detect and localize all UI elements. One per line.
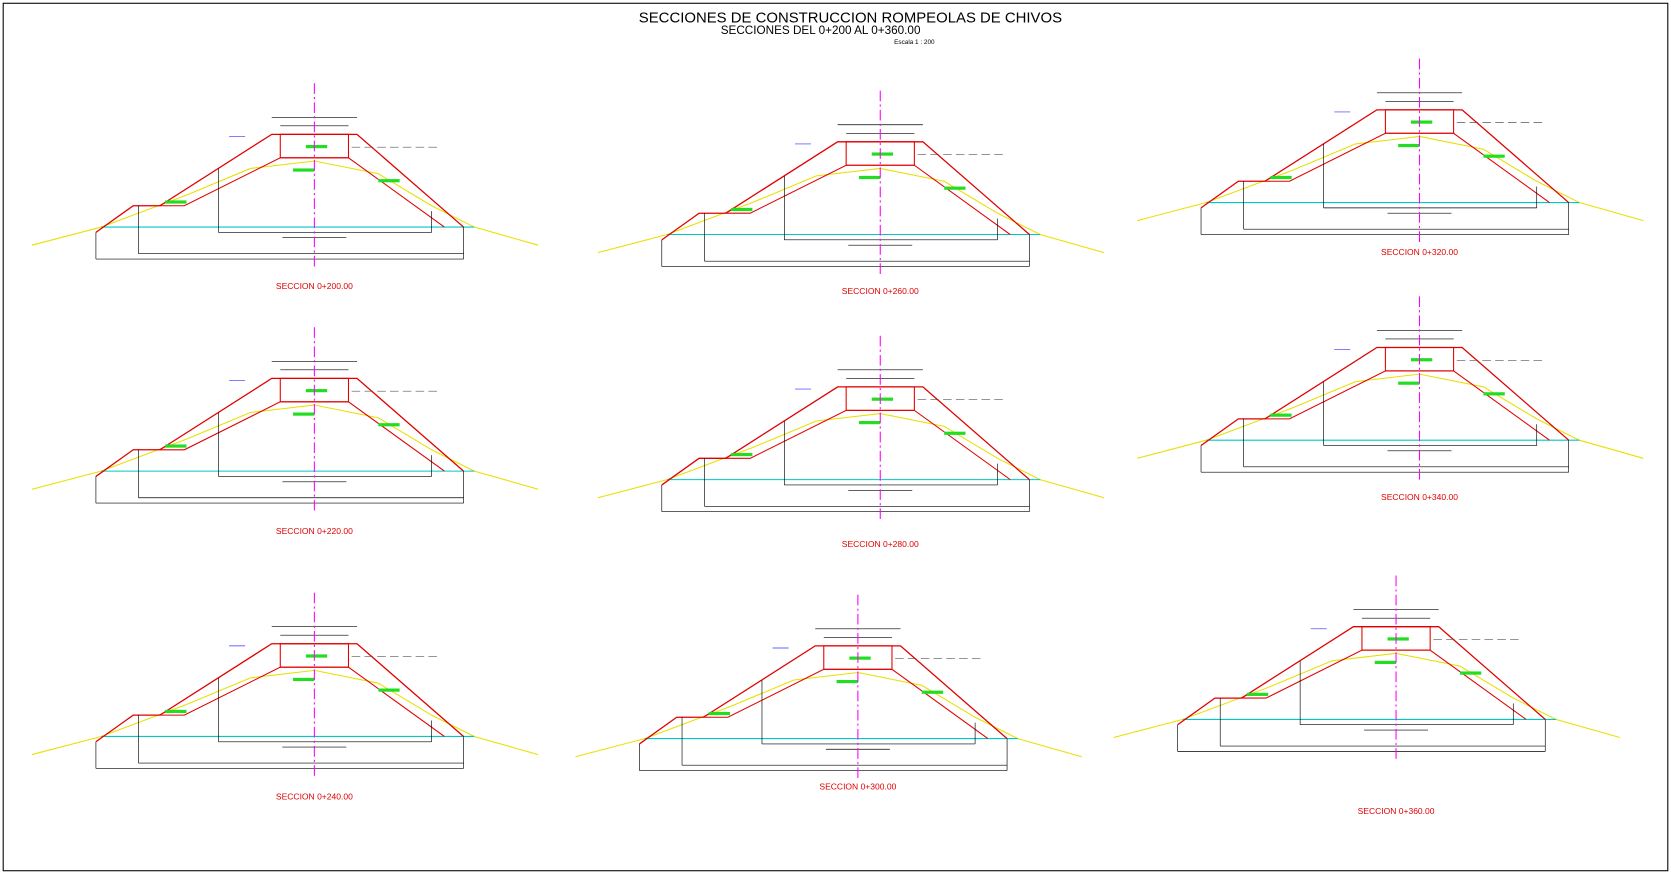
crest-block — [1384, 346, 1455, 372]
core-outline — [725, 164, 1011, 235]
title: SECCIONES DE CONSTRUCCION ROMPEOLAS DE C… — [639, 10, 1062, 26]
section: SECCION 0+320.00 — [1136, 58, 1644, 257]
armour-outline — [1200, 109, 1570, 209]
section-label: SECCION 0+200.00 — [276, 281, 353, 291]
crest-block — [279, 643, 350, 668]
core-outline — [159, 401, 445, 472]
annotation-block — [836, 679, 858, 684]
annotation-block — [1270, 175, 1292, 180]
armour-outline — [661, 386, 1030, 486]
annotation-block — [944, 186, 966, 190]
section: SECCION 0+240.00 — [31, 592, 539, 801]
annotation-block — [1387, 637, 1409, 641]
section: SECCION 0+360.00 — [1113, 575, 1620, 816]
section-label: SECCION 0+320.00 — [1381, 247, 1458, 257]
annotation-block — [378, 423, 400, 427]
section-label: SECCION 0+240.00 — [276, 791, 353, 801]
annotation-block — [921, 690, 944, 694]
annotation-block — [858, 421, 881, 425]
section: SECCION 0+280.00 — [597, 335, 1105, 549]
subtitle: SECCIONES DEL 0+200 AL 0+360.00 — [721, 24, 921, 37]
armour-outline — [639, 645, 1008, 745]
core-outline — [703, 668, 989, 740]
crest-block — [1384, 109, 1455, 134]
core-outline — [725, 409, 1011, 481]
annotation-block — [858, 175, 881, 180]
section-label: SECCION 0+340.00 — [1381, 492, 1458, 502]
armour-outline — [95, 643, 464, 743]
armour-outline — [1177, 626, 1546, 726]
annotation-block — [849, 656, 871, 660]
annotation-block — [731, 207, 753, 212]
annotation-block — [165, 444, 187, 448]
annotation-block — [1410, 120, 1433, 124]
section: SECCION 0+300.00 — [575, 594, 1082, 792]
annotation-block — [1398, 143, 1420, 148]
annotation-block — [378, 688, 400, 692]
section-label: SECCION 0+300.00 — [819, 782, 896, 792]
annotation-block — [305, 654, 328, 658]
annotation-block — [1459, 671, 1482, 675]
section-label: SECCION 0+260.00 — [842, 286, 919, 296]
annotation-block — [305, 389, 328, 393]
crest-block — [823, 645, 893, 670]
crest-block — [279, 133, 350, 159]
core-outline — [159, 157, 445, 228]
annotation-block — [708, 711, 730, 716]
crest-block — [845, 386, 915, 411]
armour-outline — [95, 133, 464, 233]
core-outline — [1264, 370, 1550, 441]
section: SECCION 0+340.00 — [1136, 296, 1644, 502]
annotation-block — [1246, 692, 1269, 696]
armour-outline — [95, 377, 464, 477]
annotation-block — [944, 431, 966, 435]
section: SECCION 0+260.00 — [597, 90, 1105, 296]
core-outline — [1241, 649, 1527, 720]
armour-outline — [1200, 346, 1570, 447]
core-outline — [159, 666, 445, 737]
annotation-block — [1410, 358, 1433, 362]
armour-outline — [661, 141, 1030, 241]
core-outline — [1264, 132, 1550, 203]
section: SECCION 0+200.00 — [31, 83, 539, 291]
annotation-block — [1374, 660, 1397, 664]
annotation-block — [165, 709, 187, 714]
section: SECCION 0+220.00 — [31, 327, 539, 536]
annotation-block — [305, 145, 328, 149]
annotation-block — [871, 152, 894, 156]
annotation-block — [165, 200, 187, 204]
scale-note: Escala 1 : 200 — [894, 39, 935, 46]
annotation-block — [1270, 413, 1292, 417]
crest-block — [279, 377, 350, 403]
annotation-block — [1398, 381, 1420, 385]
annotation-block — [871, 397, 894, 401]
crest-block — [1361, 626, 1431, 651]
annotation-block — [1483, 154, 1505, 158]
annotation-block — [293, 677, 315, 682]
section-label: SECCION 0+280.00 — [842, 539, 919, 549]
annotation-block — [1483, 392, 1505, 396]
crest-block — [845, 141, 915, 166]
annotation-block — [378, 179, 400, 183]
section-label: SECCION 0+360.00 — [1358, 806, 1435, 816]
section-label: SECCION 0+220.00 — [276, 526, 353, 536]
annotation-block — [731, 452, 753, 457]
annotation-block — [293, 412, 315, 416]
annotation-block — [293, 168, 315, 172]
